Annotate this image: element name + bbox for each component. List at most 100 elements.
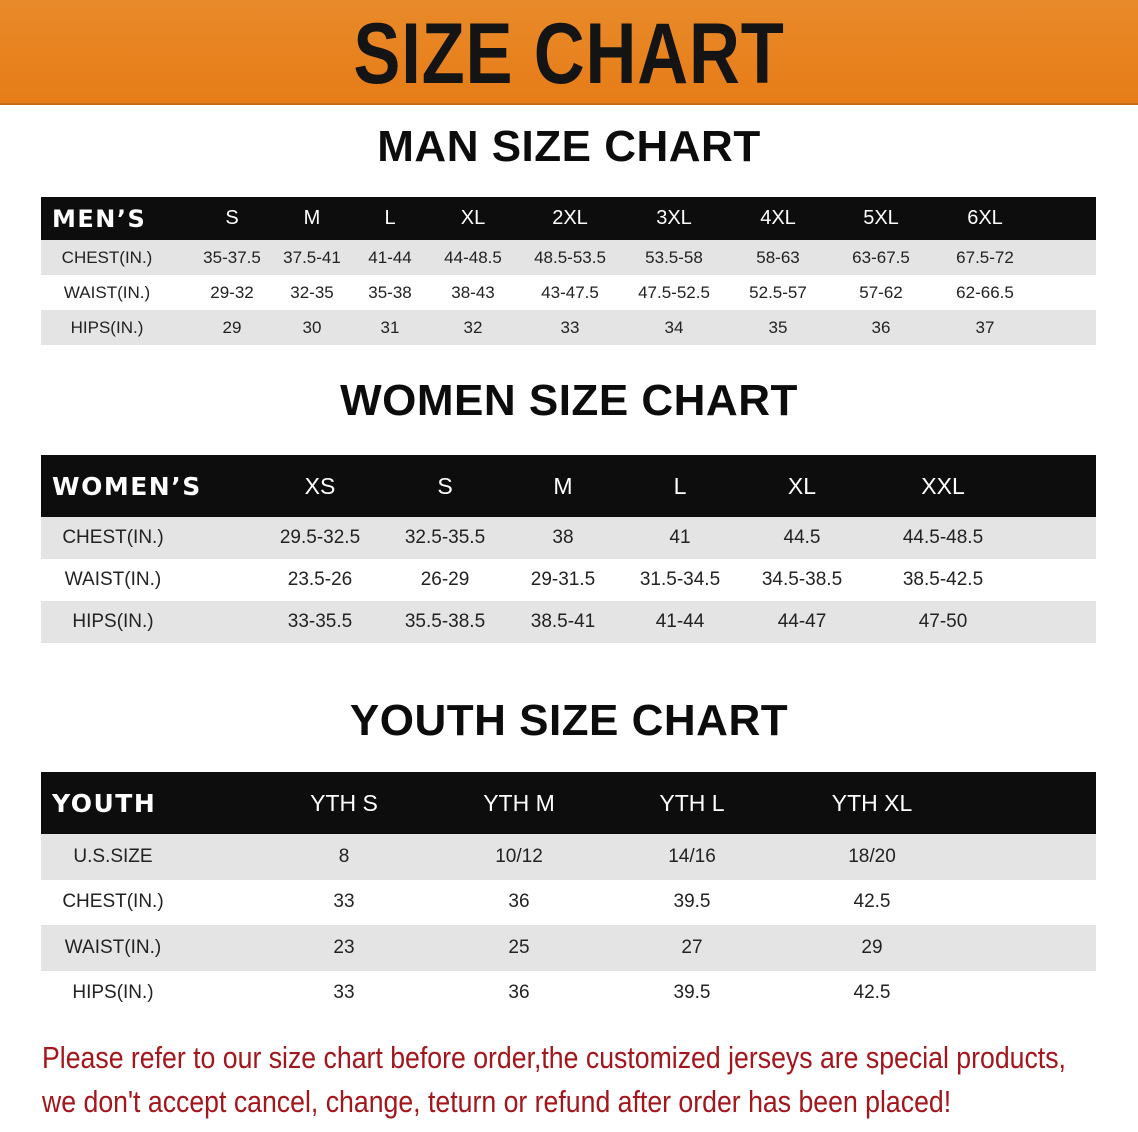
youth-header-row: YOUTH YTH S YTH M YTH L YTH XL [41, 772, 1096, 834]
men-header-row: MEN’S S M L XL 2XL 3XL 4XL 5XL 6XL [41, 197, 1096, 240]
table-cell: 29.5-32.5 [279, 527, 361, 548]
table-cell: 41-44 [368, 247, 412, 267]
table-cell: 44.5 [783, 527, 821, 548]
size-header-l: L [384, 207, 396, 229]
size-header-3xl: 3XL [656, 207, 692, 229]
size-header-m: M [553, 472, 573, 499]
women-header-row: WOMEN’S XS S M L XL XXL [41, 455, 1096, 517]
table-cell: 34 [664, 317, 684, 337]
youth-header-label: YOUTH [52, 788, 157, 818]
size-header-s: S [225, 207, 239, 229]
table-row: HIPS(IN.) 33-35.5 35.5-38.5 38.5-41 41-44 44-… [41, 601, 1096, 643]
table-row: CHEST(IN.) 33 36 39.5 42.5 [41, 880, 1096, 926]
table-cell: 31.5-34.5 [639, 569, 721, 590]
table-cell: 47.5-52.5 [638, 282, 710, 302]
table-cell: 41 [669, 527, 691, 548]
row-label: CHEST(IN.) [61, 247, 153, 267]
table-row: CHEST(IN.) 29.5-32.5 32.5-35.5 38 41 44.5 44.5… [41, 517, 1096, 559]
row-label: CHEST(IN.) [62, 891, 164, 913]
row-label: HIPS(IN.) [70, 317, 144, 337]
table-cell: 35.5-38.5 [404, 611, 486, 632]
order-notice-line-2: we don't accept cancel, change, teturn o… [42, 1084, 952, 1119]
size-header-m: M [303, 207, 321, 229]
size-header-xs: XS [304, 472, 336, 499]
size-header-yth-xl: YTH XL [831, 789, 913, 816]
table-cell: 44.5-48.5 [902, 527, 984, 548]
table-cell: 53.5-58 [645, 247, 703, 267]
table-row: WAIST(IN.) 23.5-26 26-29 29-31.5 31.5-34.5 34… [41, 559, 1096, 601]
table-cell: 42.5 [853, 891, 891, 913]
row-label: HIPS(IN.) [72, 611, 154, 632]
table-cell: 26-29 [420, 569, 470, 590]
table-cell: 33 [333, 891, 355, 913]
table-cell: 38.5-41 [530, 611, 596, 632]
table-cell: 35 [768, 317, 788, 337]
row-label: U.S.SIZE [73, 845, 153, 867]
table-cell: 29-31.5 [530, 569, 596, 590]
table-cell: 31 [380, 317, 400, 337]
row-label: HIPS(IN.) [72, 982, 154, 1004]
size-header-xl: XL [787, 472, 817, 499]
row-label: WAIST(IN.) [64, 936, 162, 958]
table-cell: 33-35.5 [287, 611, 353, 632]
size-header-yth-l: YTH L [659, 789, 725, 816]
women-size-table: WOMEN’S XS S M L XL XXL CHEST(IN.) 29.5-32.5 32.5… [41, 455, 1096, 644]
table-cell: 43-47.5 [541, 282, 599, 302]
banner-title: SIZE CHART [353, 6, 785, 102]
size-header-xxl: XXL [921, 472, 965, 499]
youth-size-table: YOUTH YTH S YTH M YTH L YTH XL U.S.SIZE 8 10/12… [41, 772, 1096, 1016]
table-cell: 47-50 [918, 611, 968, 632]
table-cell: 62-66.5 [956, 282, 1014, 302]
table-cell: 42.5 [853, 982, 891, 1004]
row-label: WAIST(IN.) [63, 282, 151, 302]
table-cell: 39.5 [673, 891, 711, 913]
table-cell: 37.5-41 [283, 247, 341, 267]
table-cell: 18/20 [848, 845, 896, 867]
table-cell: 63-67.5 [852, 247, 910, 267]
table-cell: 39.5 [673, 982, 711, 1004]
men-header-label: MEN’S [52, 204, 147, 233]
table-cell: 52.5-57 [749, 282, 807, 302]
table-cell: 29 [222, 317, 242, 337]
table-row: CHEST(IN.) 35-37.5 37.5-41 41-44 44-48.5 48.5… [41, 240, 1096, 275]
women-header-label: WOMEN’S [52, 471, 202, 501]
table-cell: 44-48.5 [444, 247, 502, 267]
size-header-l: L [673, 472, 687, 499]
table-cell: 57-62 [859, 282, 903, 302]
table-cell: 33 [333, 982, 355, 1004]
table-cell: 35-38 [368, 282, 412, 302]
table-cell: 35-37.5 [203, 247, 261, 267]
table-cell: 32 [463, 317, 483, 337]
table-cell: 38-43 [451, 282, 495, 302]
size-header-xl: XL [460, 207, 486, 229]
table-cell: 36 [508, 891, 530, 913]
table-cell: 32.5-35.5 [404, 527, 486, 548]
table-cell: 41-44 [655, 611, 705, 632]
table-cell: 38 [552, 527, 574, 548]
table-row: WAIST(IN.) 23 25 27 29 [41, 925, 1096, 971]
order-notice-line-1: Please refer to our size chart before or… [42, 1040, 1066, 1075]
table-cell: 27 [681, 936, 703, 958]
table-cell: 34.5-38.5 [761, 569, 843, 590]
table-cell: 29 [861, 936, 883, 958]
order-notice: Please refer to our size chart before or… [42, 1036, 1066, 1124]
table-cell: 36 [508, 982, 530, 1004]
table-row: U.S.SIZE 8 10/12 14/16 18/20 [41, 834, 1096, 880]
table-cell: 8 [338, 845, 350, 867]
table-row: WAIST(IN.) 29-32 32-35 35-38 38-43 43-47.5 47.… [41, 275, 1096, 310]
table-cell: 23.5-26 [287, 569, 353, 590]
table-cell: 29-32 [210, 282, 254, 302]
row-label: WAIST(IN.) [64, 569, 162, 590]
men-section-title: MAN SIZE CHART [377, 122, 761, 171]
table-cell: 38.5-42.5 [902, 569, 984, 590]
table-cell: 23 [333, 936, 355, 958]
table-cell: 37 [975, 317, 995, 337]
table-cell: 48.5-53.5 [534, 247, 606, 267]
table-cell: 25 [508, 936, 530, 958]
table-cell: 10/12 [495, 845, 543, 867]
table-cell: 67.5-72 [956, 247, 1014, 267]
size-chart-banner: SIZE CHART [0, 0, 1138, 105]
table-cell: 44-47 [777, 611, 827, 632]
table-row: HIPS(IN.) 29 30 31 32 33 34 35 36 37 [41, 310, 1096, 345]
size-header-6xl: 6XL [967, 207, 1003, 229]
